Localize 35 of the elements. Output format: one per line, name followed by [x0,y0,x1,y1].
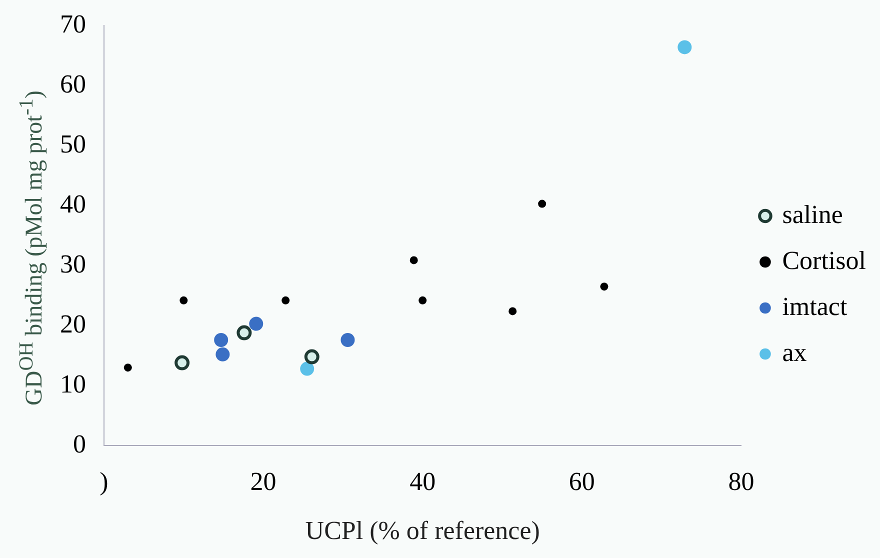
point [214,333,228,347]
legend-label: saline [782,200,843,229]
point [538,200,546,208]
x-axis-title: UCPl (% of reference) [305,516,540,546]
y-tick-label: 70 [60,9,86,38]
point [418,296,427,304]
point [124,364,132,372]
point [410,256,418,264]
x-tick-label: 60 [568,467,595,496]
point [600,282,608,291]
point [180,296,188,304]
point [236,325,252,340]
x-tick-label: 20 [250,467,276,496]
legend-label: Cortisol [782,246,866,275]
point [340,333,355,347]
x-tick-label: ) [100,467,108,496]
point [508,307,517,316]
point [249,316,264,331]
point [678,40,692,54]
y-tick-label: 20 [60,309,86,338]
y-tick-label: 0 [73,429,86,458]
y-tick-label: 10 [60,369,86,398]
x-tick-label: 40 [410,467,436,496]
legend-label: ax [782,338,807,367]
y-tick-label: 60 [60,69,86,98]
y-tick-label: 30 [60,249,86,278]
point [282,296,290,304]
point [174,355,190,370]
point [216,347,230,362]
legend-label: imtact [782,292,848,321]
point [300,362,314,376]
point [304,349,320,364]
x-tick-label: 80 [728,467,754,496]
y-tick-label: 40 [60,189,86,218]
y-tick-label: 50 [60,129,86,158]
